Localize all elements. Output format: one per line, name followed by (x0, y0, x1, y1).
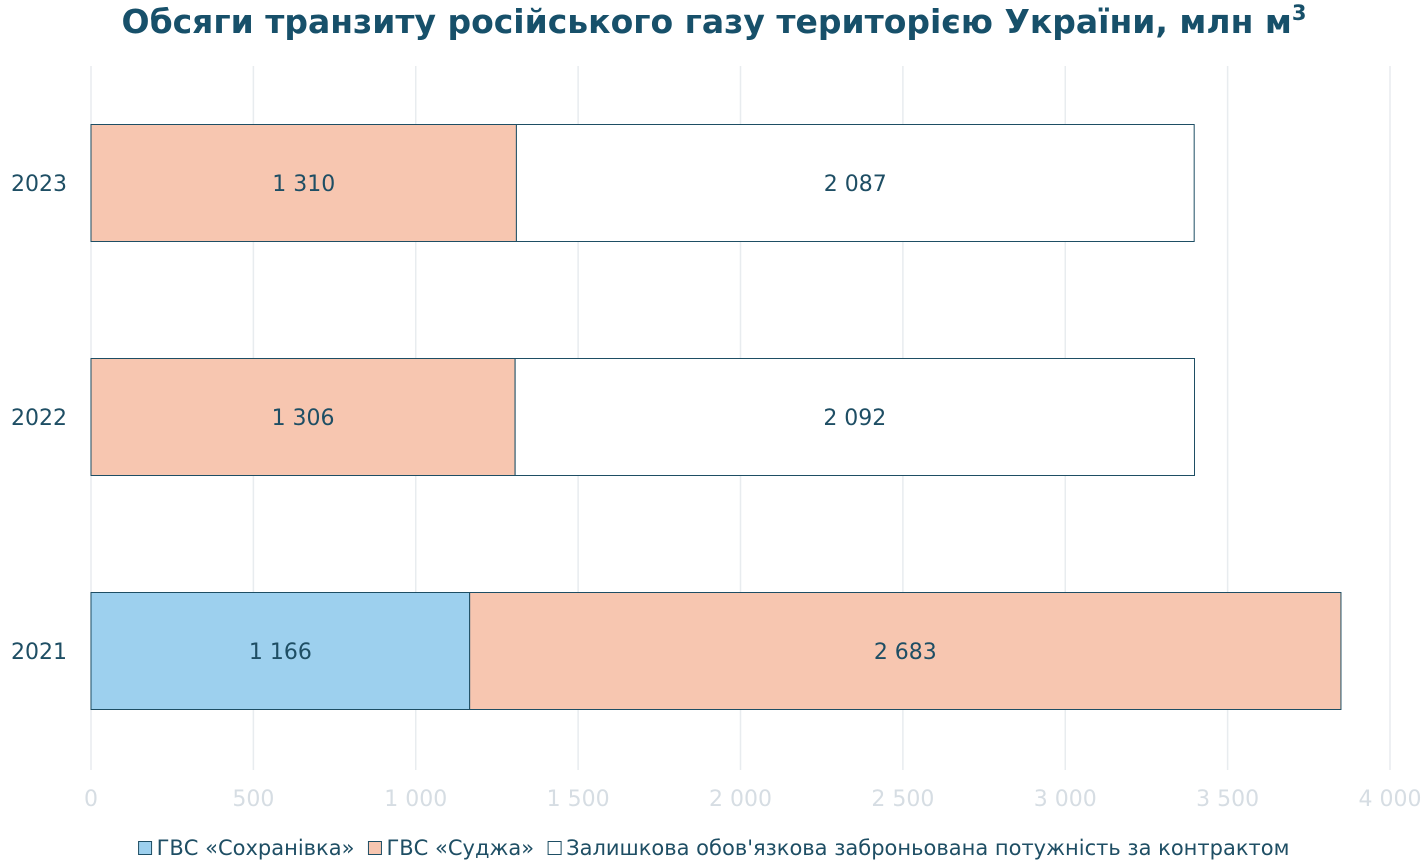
legend-swatch (367, 841, 382, 855)
legend-label: Залишкова обов'язкова заброньована потуж… (566, 836, 1289, 860)
x-tick-label: 3 500 (1196, 787, 1259, 812)
bar-value-label: 2 092 (823, 406, 886, 431)
bar-segment (469, 592, 1342, 710)
bar-value-label: 1 310 (272, 172, 335, 197)
bar-segment (90, 124, 517, 242)
y-category-label: 2023 (11, 172, 67, 197)
x-tick-label: 2 500 (871, 787, 934, 812)
title-superscript: 3 (1291, 1, 1307, 25)
bar-segment (90, 592, 471, 710)
x-tick-label: 500 (232, 787, 274, 812)
y-category-label: 2022 (11, 406, 67, 431)
legend-swatch (138, 841, 153, 855)
legend-swatch (547, 841, 562, 855)
x-tick-label: 3 000 (1034, 787, 1097, 812)
chart-title: Обсяги транзиту російського газу територ… (121, 1, 1307, 41)
bar-segment (515, 124, 1195, 242)
legend-label: ГВС «Суджа» (386, 836, 534, 860)
x-tick-label: 4 000 (1359, 787, 1422, 812)
bar-segment (514, 358, 1196, 476)
x-tick-label: 0 (84, 787, 98, 812)
bar-segment (90, 358, 516, 476)
bar-value-label: 2 683 (874, 640, 937, 665)
x-tick-label: 1 500 (547, 787, 610, 812)
legend-label: ГВС «Сохранівка» (157, 836, 355, 860)
y-category-label: 2021 (11, 640, 67, 665)
bar-value-label: 2 087 (824, 172, 887, 197)
bar-value-label: 1 306 (272, 406, 335, 431)
bar-value-label: 1 166 (249, 640, 312, 665)
x-tick-label: 2 000 (709, 787, 772, 812)
x-tick-label: 1 000 (384, 787, 447, 812)
